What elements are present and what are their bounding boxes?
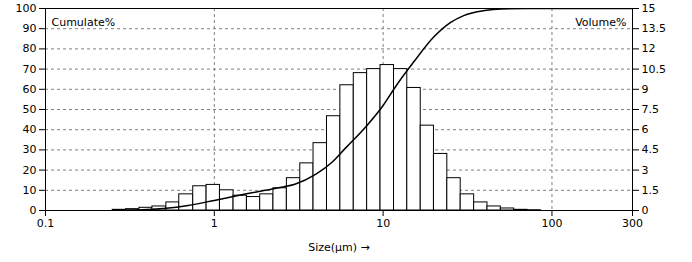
- svg-text:12: 12: [642, 42, 656, 55]
- svg-text:10: 10: [23, 184, 37, 197]
- svg-text:7.5: 7.5: [642, 103, 660, 116]
- svg-text:9: 9: [642, 83, 649, 96]
- svg-text:6: 6: [642, 123, 649, 136]
- svg-text:70: 70: [23, 63, 37, 76]
- svg-text:3: 3: [642, 164, 649, 177]
- svg-text:13.5: 13.5: [642, 22, 667, 35]
- svg-text:0.1: 0.1: [37, 217, 55, 230]
- svg-text:40: 40: [23, 123, 37, 136]
- svg-text:0: 0: [30, 204, 37, 217]
- svg-text:4.5: 4.5: [642, 143, 660, 156]
- svg-text:1.5: 1.5: [642, 184, 660, 197]
- svg-text:100: 100: [541, 217, 562, 230]
- svg-text:300: 300: [622, 217, 643, 230]
- svg-text:Volume%: Volume%: [575, 16, 626, 29]
- svg-text:100: 100: [16, 2, 37, 15]
- svg-text:20: 20: [23, 164, 37, 177]
- svg-text:50: 50: [23, 103, 37, 116]
- svg-text:90: 90: [23, 22, 37, 35]
- svg-text:30: 30: [23, 143, 37, 156]
- svg-text:0: 0: [642, 204, 649, 217]
- svg-text:10.5: 10.5: [642, 63, 667, 76]
- svg-text:1: 1: [211, 217, 218, 230]
- svg-text:80: 80: [23, 42, 37, 55]
- svg-text:60: 60: [23, 83, 37, 96]
- svg-text:10: 10: [376, 217, 390, 230]
- svg-text:Size(μm) →: Size(μm) →: [308, 241, 370, 254]
- svg-text:15: 15: [642, 2, 656, 15]
- svg-text:Cumulate%: Cumulate%: [52, 16, 116, 29]
